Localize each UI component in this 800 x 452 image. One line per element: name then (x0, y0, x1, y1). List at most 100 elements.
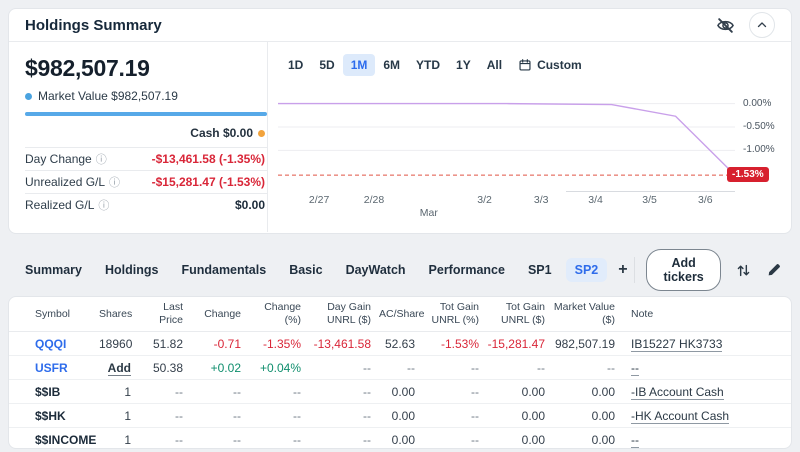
range-tab-6m[interactable]: 6M (383, 58, 401, 72)
hide-values-button[interactable] (716, 16, 735, 35)
value-cell: -- (175, 384, 183, 399)
value-cell: 0.00 (391, 408, 415, 423)
value-cell: 0.00 (521, 384, 545, 399)
y-tick-label: 0.00% (743, 97, 772, 109)
tab-sp2[interactable]: SP2 (565, 258, 608, 282)
holdings-table-card: Symbol Shares Last Price Change Change (%) Da… (8, 296, 792, 449)
range-custom-button[interactable]: Custom (512, 54, 588, 76)
range-tab-1y[interactable]: 1Y (456, 58, 471, 72)
range-tab-5d[interactable]: 5D (319, 58, 335, 72)
tab-holdings[interactable]: Holdings (104, 263, 159, 277)
range-tab-all[interactable]: All (486, 58, 503, 72)
value-cell: -0.71 (213, 336, 241, 351)
info-icon[interactable]: ⓘ (98, 200, 110, 212)
col-header-symbol: Symbol (9, 297, 99, 333)
holdings-table: Symbol Shares Last Price Change Change (%) Da… (9, 297, 791, 448)
stat-value: -$13,461.58 (-1.35%) (151, 152, 265, 166)
value-cell: 0.00 (521, 408, 545, 423)
note-cell[interactable]: -- (631, 360, 639, 376)
col-header-market-value: Market Value ($) (553, 297, 623, 333)
col-header-day-gain-unrl: Day Gain UNRL ($) (309, 297, 379, 333)
value-cell: -13,461.58 (313, 336, 371, 351)
table-row: $$INCOME 1 -- -- -- -- 0.00 -- 0.00 0.00 -- (9, 427, 791, 448)
pencil-icon (768, 264, 780, 276)
edit-button[interactable] (766, 262, 782, 278)
table-row: QQQI 18960 51.82 -0.71 -1.35% -13,461.58 52.63… (9, 331, 791, 357)
range-tabs: 1D 5D 1M 6M YTD 1Y All (280, 54, 510, 76)
range-tab-ytd[interactable]: YTD (416, 58, 441, 72)
market-value-bar (25, 112, 267, 116)
value-cell: -15,281.47 (487, 336, 545, 351)
table-header-row: Symbol Shares Last Price Change Change (%) Da… (9, 297, 791, 333)
summary-card: Holdings Summary $982 (8, 8, 792, 234)
tab-sp1[interactable]: SP1 (527, 263, 552, 277)
value-cell: -- (175, 432, 183, 447)
cash-row: Cash $0.00 (25, 124, 267, 142)
value-cell: -- (293, 408, 301, 423)
x-tick-label: 2/28 (363, 194, 385, 206)
value-cell: 51.82 (152, 336, 183, 351)
note-cell[interactable]: IB15227 HK3733 (631, 336, 723, 352)
value-cell: 1 (124, 408, 131, 423)
x-tick-label: 3/3 (533, 194, 549, 206)
tab-performance[interactable]: Performance (428, 263, 505, 277)
x-tick-label: 3/4 (588, 194, 603, 206)
sort-button[interactable] (735, 262, 752, 279)
symbol-cell: $$HK (35, 408, 66, 423)
market-value-line (278, 104, 735, 176)
total-market-value: $982,507.19 (25, 55, 150, 81)
info-icon[interactable]: ⓘ (95, 154, 107, 166)
value-cell: -- (363, 432, 371, 447)
note-cell[interactable]: -- (631, 432, 639, 448)
note-cell[interactable]: -HK Account Cash (631, 408, 730, 424)
stat-row-realized-g-l: Realized G/L ⓘ $0.00 (25, 193, 267, 216)
market-value-dot-icon (25, 92, 32, 100)
value-cell: 0.00 (521, 432, 545, 447)
performance-chart-svg (278, 98, 735, 184)
note-cell[interactable]: -IB Account Cash (631, 384, 724, 400)
x-tick-label: 3/2 (477, 194, 492, 206)
sort-arrows-icon (737, 264, 750, 276)
value-cell: -- (233, 384, 241, 399)
add-tickers-button[interactable]: Add tickers (646, 249, 721, 291)
value-cell: -- (293, 384, 301, 399)
value-cell: 52.63 (384, 336, 415, 351)
y-tick-label: -1.00% (743, 144, 775, 156)
view-tabs: Summary Holdings Fundamentals Basic DayWatch… (16, 258, 612, 282)
table-row: $$IB 1 -- -- -- -- 0.00 -- 0.00 0.00 -IB Account C… (9, 379, 791, 405)
x-axis-rule (565, 191, 735, 192)
summary-stats: Day Change ⓘ -$13,461.58 (-1.35%) Unrealize… (25, 147, 267, 216)
value-cell: -- (233, 432, 241, 447)
value-cell: 982,507.19 (554, 336, 615, 351)
eye-off-icon (717, 17, 734, 33)
value-cell: 0.00 (391, 384, 415, 399)
info-icon[interactable]: ⓘ (109, 177, 121, 189)
col-header-last-price: Last Price (139, 297, 191, 333)
collapse-panel-button[interactable] (749, 12, 775, 38)
table-row: USFR Add 50.38 +0.02 +0.04% -- -- -- -- -- -- (9, 355, 791, 381)
tab-daywatch[interactable]: DayWatch (345, 263, 406, 277)
tab-basic[interactable]: Basic (289, 263, 323, 277)
performance-chart-panel: 1D 5D 1M 6M YTD 1Y All Custom 0.00% -0.5 (267, 42, 791, 232)
tab-summary[interactable]: Summary (25, 263, 82, 277)
value-cell: 50.38 (152, 360, 183, 375)
range-tab-1m[interactable]: 1M (342, 54, 376, 76)
add-tab-button[interactable]: + (612, 262, 633, 278)
symbol-cell[interactable]: USFR (35, 360, 68, 375)
range-tab-1d[interactable]: 1D (288, 58, 304, 72)
value-cell: 0.00 (391, 432, 415, 447)
x-tick-label: Mar (419, 207, 438, 219)
stat-row-day-change: Day Change ⓘ -$13,461.58 (-1.35%) (25, 147, 267, 170)
value-cell: -- (363, 360, 371, 375)
value-cell: +0.04% (259, 360, 301, 375)
calendar-icon (519, 59, 531, 71)
symbol-cell[interactable]: QQQI (35, 336, 67, 351)
col-header-change: Change (%) (249, 297, 309, 333)
tab-fundamentals[interactable]: Fundamentals (181, 263, 267, 277)
col-header-shares: Shares (99, 297, 139, 333)
symbol-cell: $$INCOME (35, 432, 97, 447)
value-cell: +0.02 (210, 360, 241, 375)
value-cell: -- (407, 360, 415, 375)
value-cell: -- (607, 360, 615, 375)
add-shares-link[interactable]: Add (107, 360, 131, 376)
